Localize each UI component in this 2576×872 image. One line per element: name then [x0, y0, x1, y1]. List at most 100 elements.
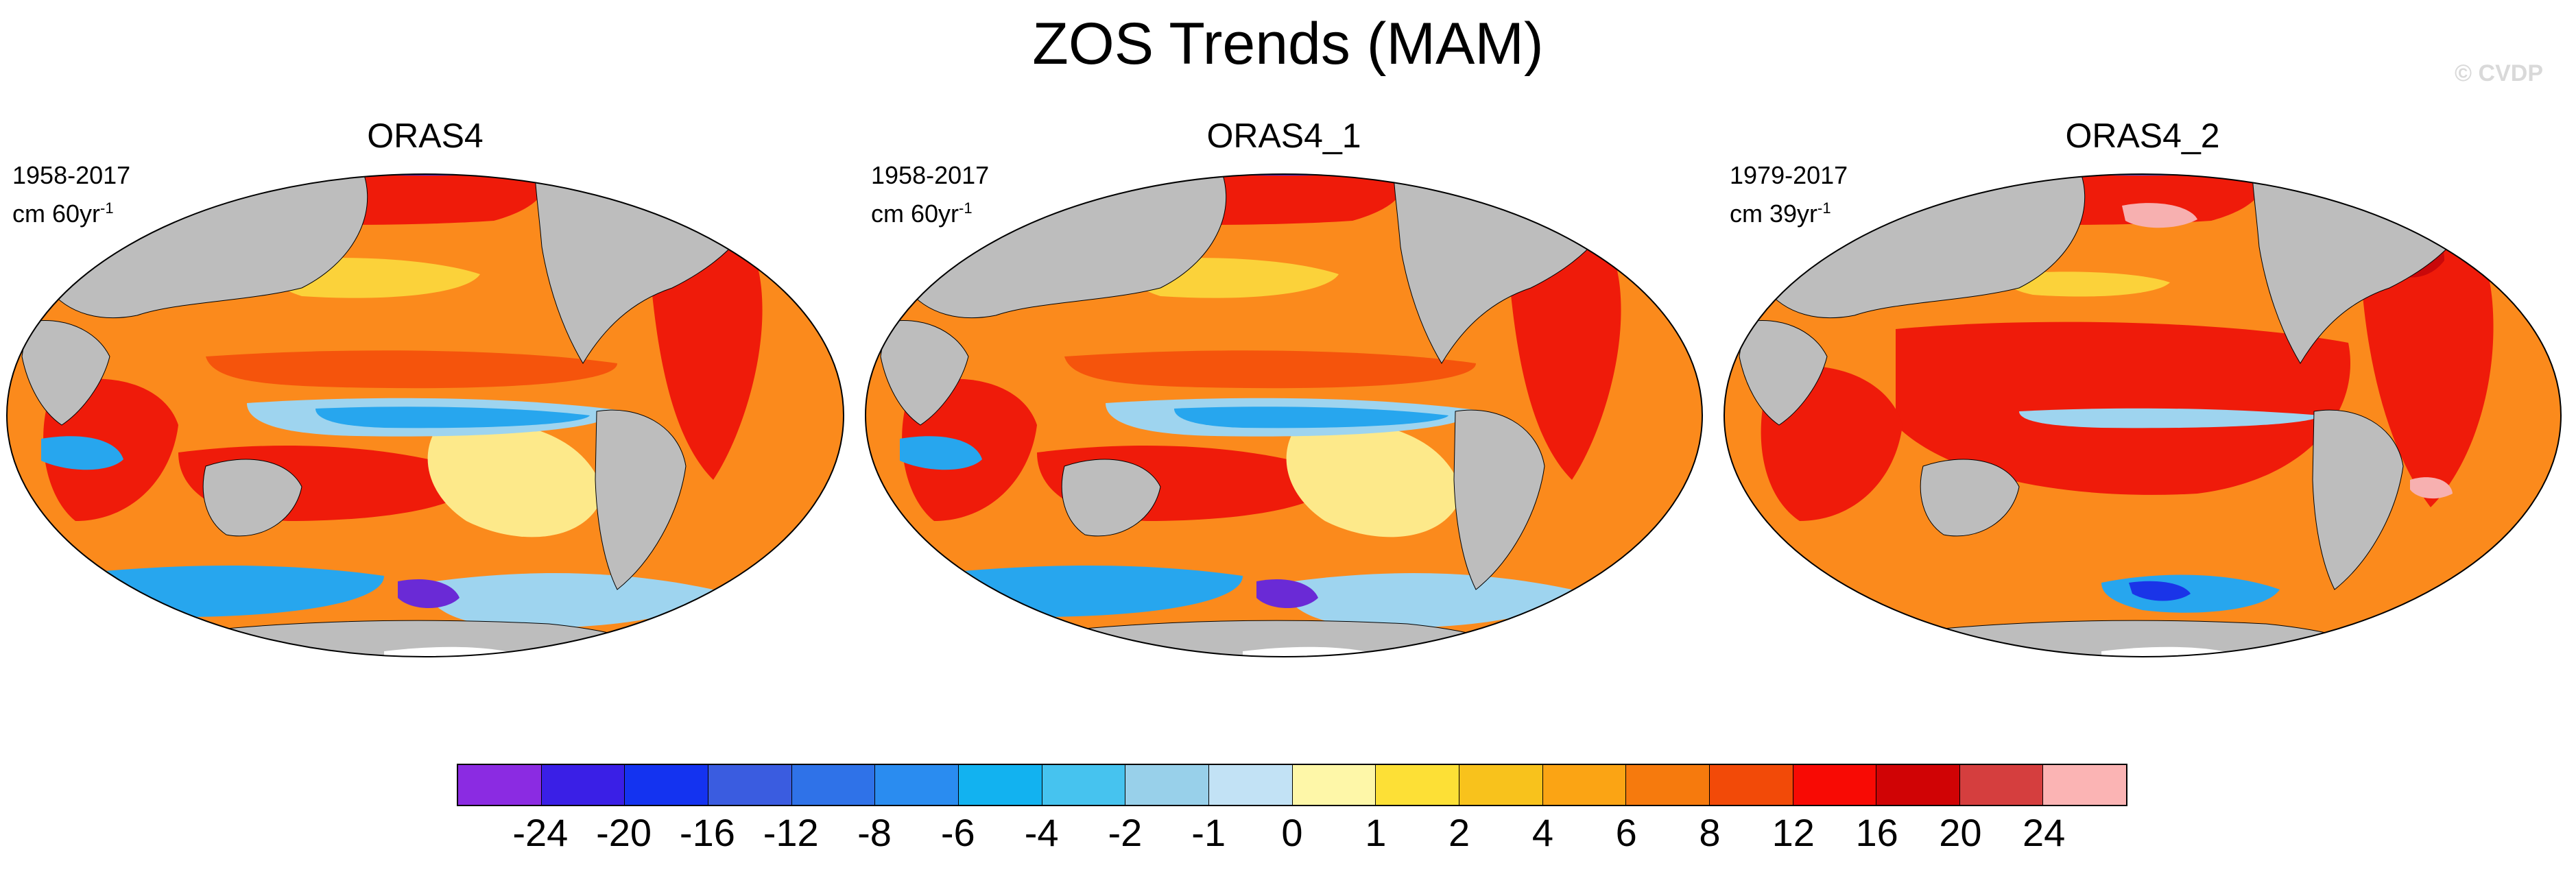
- panel-units-base: cm 60yr: [871, 199, 959, 228]
- colorbar-tick-label: 16: [1855, 811, 1898, 854]
- panel-units-exponent: -1: [959, 199, 973, 217]
- southern-ocean-blue-2: [1284, 573, 1572, 628]
- indian-cool-patch: [41, 436, 123, 470]
- world-map: [865, 173, 1703, 657]
- panel-units: cm 60yr-1: [12, 192, 130, 230]
- southern-ocean-navy: [2129, 581, 2191, 601]
- map-outline: [1724, 173, 2562, 657]
- ice-shelf: [1243, 646, 1380, 657]
- colorbar-tick-label: 12: [1772, 811, 1815, 854]
- colorbar-box-7: [958, 765, 1042, 805]
- colorbar-box-6: [875, 765, 959, 805]
- panel-period: 1958-2017: [12, 161, 131, 189]
- colorbar-box-19: [1959, 765, 2044, 805]
- colorbar-tick-label: -24: [512, 811, 569, 854]
- map-outline: [6, 173, 844, 657]
- panel-units-exponent: -1: [1817, 199, 1831, 217]
- map-panel-3: ORAS4_2 1979-2017 cm 39yr-1: [1717, 110, 2568, 692]
- colorbar-tick-label: -12: [763, 811, 819, 854]
- map-outline: [865, 173, 1703, 657]
- south-pacific-yellow: [1286, 421, 1462, 537]
- africa-land: [880, 319, 969, 426]
- panel-units-base: cm 60yr: [12, 199, 101, 228]
- world-map: [1724, 173, 2562, 657]
- figure-title: ZOS Trends (MAM): [1032, 11, 1544, 77]
- panel-units: cm 39yr-1: [1730, 192, 1848, 230]
- panel-meta: 1958-2017 cm 60yr-1: [871, 159, 989, 230]
- pacific-warm-band: [206, 350, 617, 389]
- colorbar-box-20: [2043, 765, 2127, 805]
- colorbar-box-16: [1709, 765, 1793, 805]
- colorbar-box-1: [458, 765, 542, 805]
- colorbar-box-2: [541, 765, 625, 805]
- south-america-land: [1453, 409, 1545, 590]
- equatorial-cool-streak: [2019, 408, 2321, 428]
- world-map: [6, 173, 844, 657]
- panel-title: ORAS4_1: [1206, 117, 1361, 155]
- equatorial-cool-core: [315, 407, 590, 428]
- colorbar-labels: -24 -20 -16 -12 -8 -6 -4 -2 -1 0 1 2 4 6 8 12 16 20 24: [0, 809, 2576, 864]
- colorbar-tick-label: 8: [1699, 811, 1721, 854]
- north-pacific-yellow: [2005, 271, 2170, 297]
- pacific-red-interior: [1896, 322, 2351, 495]
- colorbar-tick-label: 20: [1939, 811, 1982, 854]
- arctic-blue-band: [1092, 174, 1476, 175]
- colorbar-box-9: [1125, 765, 1209, 805]
- arctic-blue-band: [1951, 174, 2335, 175]
- south-pacific-yellow: [427, 421, 604, 537]
- colorbar-tick-label: 24: [2023, 811, 2066, 854]
- colorbar-box-3: [625, 765, 708, 805]
- colorbar-tick-label: 1: [1365, 811, 1387, 854]
- colorbar-box-10: [1208, 765, 1293, 805]
- colorbar-box-13: [1459, 765, 1543, 805]
- colorbar-tick-label: -8: [857, 811, 892, 854]
- south-america-land: [2312, 409, 2404, 590]
- colorbar-box-18: [1876, 765, 1960, 805]
- panel-units-exponent: -1: [100, 199, 114, 217]
- colorbar-tick-label: -4: [1024, 811, 1059, 854]
- colorbar-tick-label: 0: [1281, 811, 1303, 854]
- indian-cool-patch: [900, 436, 982, 470]
- colorbar-box-17: [1793, 765, 1877, 805]
- panel-period: 1958-2017: [871, 161, 990, 189]
- panel-period: 1979-2017: [1730, 161, 1848, 189]
- africa-land: [1739, 319, 1828, 426]
- colorbar-tick-label: 6: [1615, 811, 1637, 854]
- panel-units-base: cm 39yr: [1730, 199, 1818, 228]
- arctic-blue-band: [233, 174, 617, 175]
- map-panel-2: ORAS4_1 1958-2017 cm 60yr-1: [859, 110, 1709, 692]
- southern-ocean-blue-2: [425, 573, 713, 628]
- colorbar-tick-label: 4: [1531, 811, 1553, 854]
- panel-meta: 1958-2017 cm 60yr-1: [12, 159, 130, 230]
- africa-land: [21, 319, 110, 426]
- colorbar-tick-label: -20: [596, 811, 652, 854]
- colorbar-box-11: [1292, 765, 1376, 805]
- colorbar-tick-label: -1: [1191, 811, 1226, 854]
- watermark: © CVDP: [2455, 60, 2543, 86]
- panel-units: cm 60yr-1: [871, 192, 989, 230]
- panel-meta: 1979-2017 cm 39yr-1: [1730, 159, 1848, 230]
- southern-ocean-purple: [1256, 579, 1318, 608]
- colorbar-tick-label: 2: [1448, 811, 1470, 854]
- australia-land: [1920, 459, 2020, 537]
- south-atlantic-pink: [2410, 477, 2453, 499]
- colorbar-box-8: [1042, 765, 1126, 805]
- colorbar-box-4: [708, 765, 792, 805]
- arctic-pink: [2122, 203, 2197, 228]
- colorbar-box-12: [1376, 765, 1459, 805]
- south-america-land: [595, 409, 687, 590]
- australia-land: [1061, 459, 1161, 537]
- colorbar-tick-label: -16: [679, 811, 735, 854]
- map-panel-1: ORAS4 1958-2017 cm 60yr-1: [0, 110, 850, 692]
- colorbar-tick-label: -6: [940, 811, 975, 854]
- ice-shelf: [384, 646, 521, 657]
- colorbar-box-14: [1542, 765, 1627, 805]
- pacific-warm-band: [1064, 350, 1476, 389]
- colorbar-box-15: [1626, 765, 1710, 805]
- colorbar-box-5: [791, 765, 876, 805]
- colorbar: [457, 764, 2127, 806]
- ice-shelf: [2101, 646, 2239, 657]
- equatorial-cool-core: [1174, 407, 1448, 428]
- southern-ocean-purple: [398, 579, 460, 608]
- australia-land: [202, 459, 302, 537]
